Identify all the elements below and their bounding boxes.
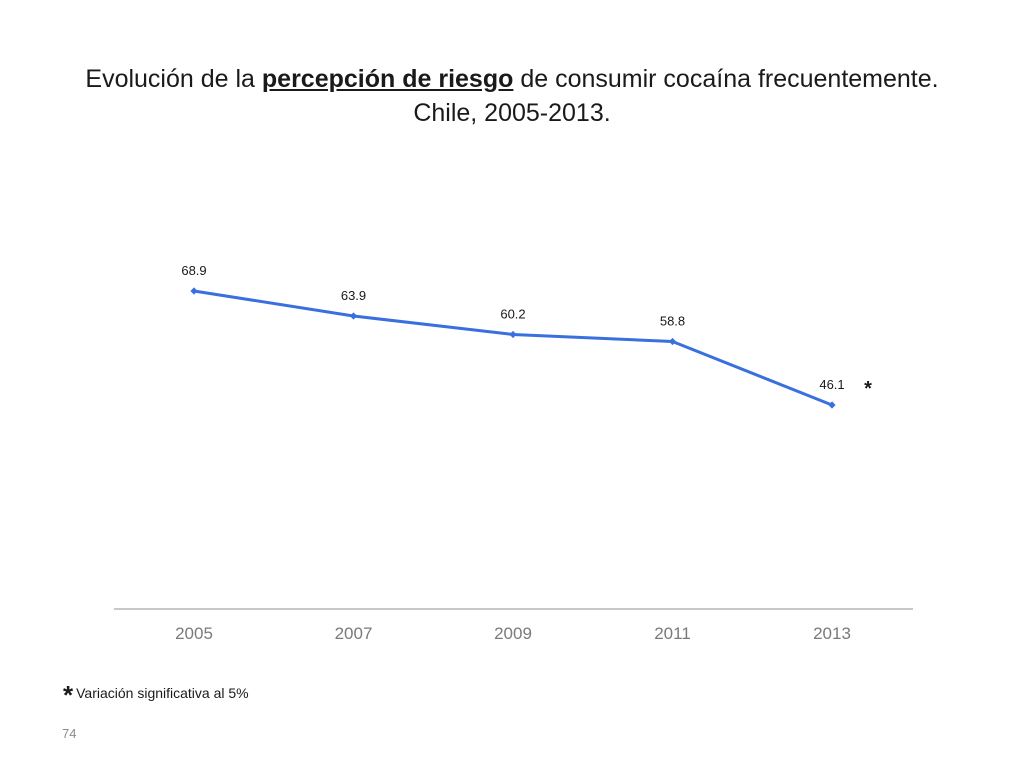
data-point xyxy=(509,330,517,339)
data-point xyxy=(828,401,836,409)
data-label: 68.9 xyxy=(181,263,206,278)
data-point xyxy=(668,337,677,346)
page-number: 74 xyxy=(62,726,77,741)
x-tick-label: 2009 xyxy=(494,624,532,643)
data-label: 63.9 xyxy=(341,288,366,303)
title-part-pre: Evolución de la xyxy=(85,65,262,93)
title-part-post: de consumir cocaína frecuentemente. xyxy=(513,65,939,93)
footnote: * Variación significativa al 5% xyxy=(63,680,249,711)
footnote-symbol: * xyxy=(63,680,74,710)
data-label: 60.2 xyxy=(500,307,525,322)
footnote-text: Variación significativa al 5% xyxy=(76,685,249,701)
title-line-2: Chile, 2005-2013. xyxy=(413,99,611,127)
x-tick-label: 2013 xyxy=(813,624,851,643)
x-tick-label: 2007 xyxy=(335,624,373,643)
x-tick-label: 2011 xyxy=(654,624,691,643)
data-point xyxy=(349,312,358,320)
data-label: 58.8 xyxy=(660,314,685,329)
title-line-1: Evolución de la percepción de riesgo de … xyxy=(40,62,984,96)
title-emphasis: percepción de riesgo xyxy=(261,65,514,93)
chart-title: Evolución de la percepción de riesgo de … xyxy=(40,62,984,130)
x-tick-label: 2005 xyxy=(175,624,213,643)
significance-marker: * xyxy=(864,378,872,400)
data-label: 46.1 xyxy=(819,377,844,392)
data-point xyxy=(190,287,198,295)
